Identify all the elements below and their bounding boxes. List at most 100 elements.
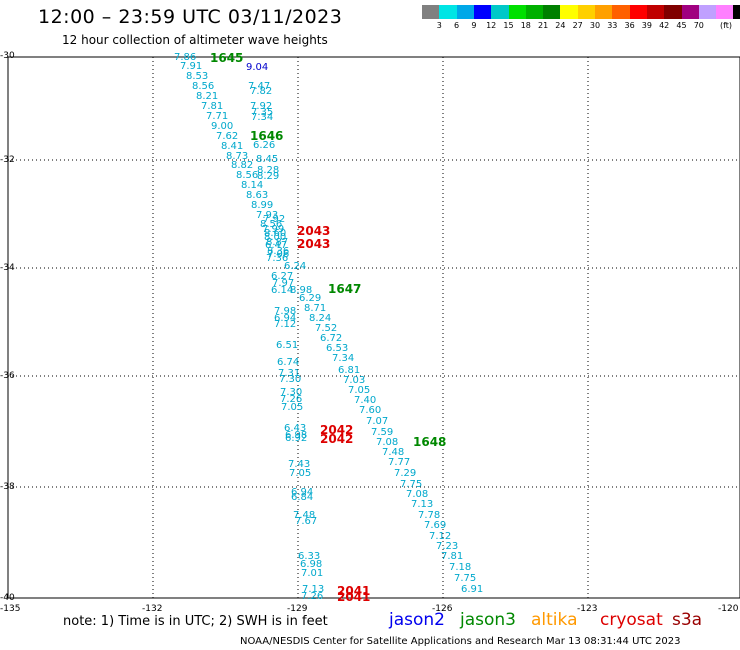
wave-height-value: 7.82	[250, 86, 273, 97]
legend-swatch	[646, 5, 665, 19]
wave-height-value: 7.81	[441, 551, 464, 562]
wave-height-value: 7.23	[436, 541, 459, 552]
x-tick-label: -120	[718, 604, 739, 614]
x-tick-label: -129	[287, 604, 308, 614]
wave-height-value: 7.77	[388, 457, 411, 468]
wave-height-value: 7.71	[206, 111, 229, 122]
wave-height-value: 7.12	[274, 319, 297, 330]
wave-height-value: 7.18	[449, 562, 472, 573]
wave-height-value: 7.31	[278, 368, 301, 379]
wave-height-value: 8.82	[231, 160, 254, 171]
wave-height-value: 6.29	[299, 293, 322, 304]
wave-height-value: 8.45	[256, 154, 279, 165]
legend-swatch	[491, 5, 510, 19]
legend-label: 39	[641, 21, 652, 30]
wave-height-value: 8.56	[236, 170, 259, 181]
wave-height-value: 7.52	[315, 323, 338, 334]
x-tick-label: -123	[577, 604, 598, 614]
wave-height-value: 8.63	[246, 190, 269, 201]
wave-height-value: 6.98	[300, 559, 323, 570]
wave-height-value: 7.29	[394, 468, 417, 479]
wave-height-value: 7.08	[406, 489, 429, 500]
legend-swatch	[629, 5, 648, 19]
wave-height-value: 6.24	[284, 261, 307, 272]
credit-line: NOAA/NESDIS Center for Satellite Applica…	[240, 636, 681, 647]
wave-height-value: 7.81	[201, 101, 224, 112]
legend-label: 21	[538, 21, 549, 30]
legend-label: 36	[624, 21, 635, 30]
wave-height-value: 8.00	[264, 232, 287, 243]
legend-unit: (ft)	[719, 21, 733, 30]
wave-height-value: 7.91	[180, 61, 203, 72]
legend-swatch	[733, 5, 740, 19]
wave-height-value: 8.98	[290, 285, 313, 296]
legend-swatch	[422, 5, 440, 19]
legend-swatch	[698, 5, 717, 19]
wave-height-value: 6.84	[291, 492, 314, 503]
wave-height-value: 7.99	[262, 224, 285, 235]
wave-height-value: 8.99	[251, 200, 274, 211]
wave-height-value: 7.43	[288, 459, 311, 470]
pass-time-label: 2043	[297, 237, 331, 251]
legend-label: 45	[676, 21, 687, 30]
wave-height-value: 6.47	[265, 240, 288, 251]
wave-height-value: 7.30	[279, 374, 302, 385]
wave-height-value: 7.34	[332, 353, 355, 364]
wave-height-value: 6.98	[285, 430, 308, 441]
wave-height-value: 6.14	[271, 285, 294, 296]
wave-height-value: 7.05	[281, 402, 304, 413]
legend-label: 24	[555, 21, 566, 30]
legend-label: 30	[589, 21, 601, 30]
wave-height-value: 7.92	[250, 101, 273, 112]
wave-height-value: 6.94	[291, 487, 314, 498]
wave-height-value: 6.81	[338, 365, 361, 376]
wave-height-value: 6.27	[271, 271, 294, 282]
wave-height-value: 7.13	[411, 499, 434, 510]
wave-height-value: 7.05	[289, 468, 312, 479]
wave-height-value: 8.56	[260, 219, 283, 230]
wave-height-value: 7.69	[424, 520, 447, 531]
legend-swatch	[543, 5, 562, 19]
wave-height-value: 7.40	[354, 395, 377, 406]
wave-height-value: 7.60	[359, 405, 382, 416]
wave-height-value: 7.26	[280, 394, 303, 405]
pass-time-label: 2043	[297, 224, 331, 238]
wave-height-value: 7.47	[248, 81, 271, 92]
wave-height-value: 8.28	[257, 165, 280, 176]
wave-height-value: 7.05	[348, 385, 371, 396]
wave-height-value: 6.74	[277, 357, 300, 368]
wave-height-value: 7.78	[418, 510, 441, 521]
wave-height-value: 7.35	[251, 107, 274, 118]
pass-time-label: 2042	[320, 423, 354, 437]
wave-height-value: 7.08	[376, 437, 399, 448]
plot-frame	[7, 56, 740, 599]
legend-label: 12	[486, 21, 497, 30]
wave-height-value: 7.12	[429, 531, 452, 542]
wave-height-value: 7.92	[263, 214, 286, 225]
wave-height-value: 7.07	[366, 416, 389, 427]
wave-height-value: 7.36	[266, 253, 289, 264]
mission-label-jason3: jason3	[460, 610, 516, 630]
footer-note: note: 1) Time is in UTC; 2) SWH is in fe…	[63, 614, 328, 629]
wave-height-value: 8.24	[309, 313, 332, 324]
wave-height-value: 7.67	[295, 516, 318, 527]
legend-label: 70	[693, 21, 704, 30]
mission-label-altika: altika	[531, 610, 578, 630]
y-tick-label: -34	[0, 263, 15, 273]
legend-label: 3	[436, 21, 442, 30]
pass-time-label: 2042	[320, 432, 354, 446]
pass-time-label: 2041	[337, 590, 371, 604]
wave-height-value: 6.72	[320, 333, 343, 344]
pass-time-label: 1647	[328, 282, 362, 296]
wave-height-value: 7.93	[256, 210, 279, 221]
wave-height-value: 7.97	[272, 278, 295, 289]
mission-label-cryosat: cryosat	[600, 610, 663, 630]
wave-height-value: 7.06	[267, 249, 290, 260]
legend-swatch	[508, 5, 527, 19]
legend-label: 33	[607, 21, 618, 30]
pass-time-label: 1646	[250, 129, 284, 143]
y-tick-label: -40	[0, 593, 15, 603]
pass-time-label: 2041	[337, 584, 371, 598]
legend-swatch	[525, 5, 544, 19]
